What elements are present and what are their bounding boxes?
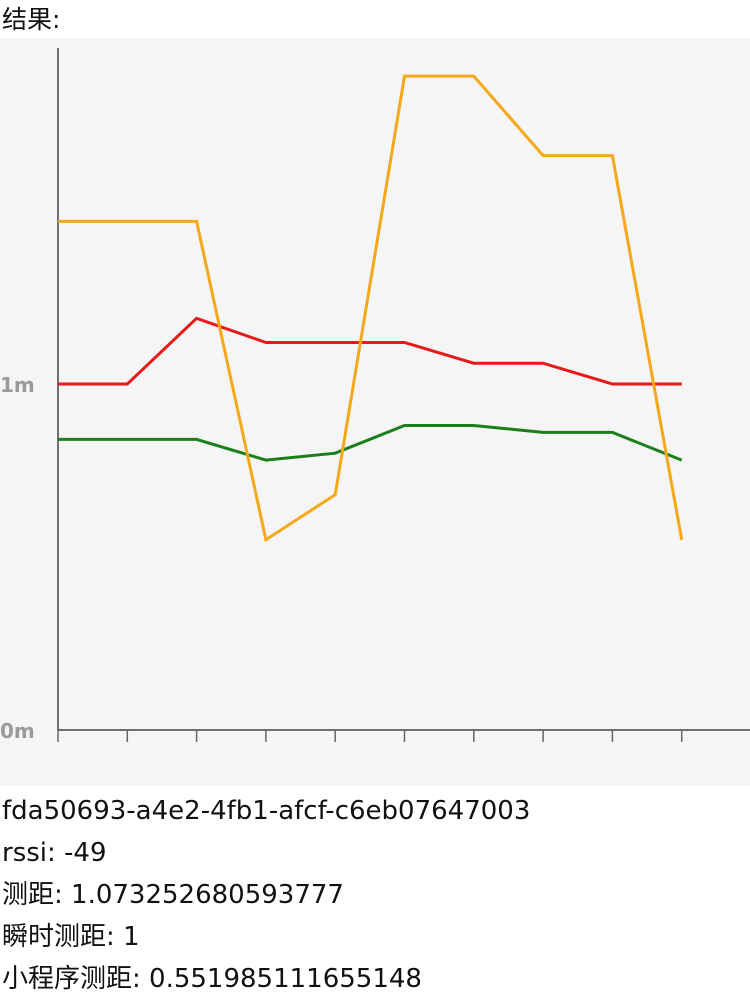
distance-chart: 0m 1m: [0, 38, 750, 786]
rssi-value: rssi: -49: [2, 838, 107, 868]
miniprogram-distance-value: 小程序测距: 0.551985111655148: [2, 964, 422, 994]
beacon-uuid: fda50693-a4e2-4fb1-afcf-c6eb07647003: [2, 796, 531, 826]
instant-distance-value: 瞬时测距: 1: [2, 922, 140, 952]
line-chart-svg: 0m 1m: [0, 48, 750, 743]
series-line-0: [58, 316, 682, 386]
page-title: 结果:: [2, 5, 61, 34]
series-line-2: [58, 74, 684, 543]
distance-value: 测距: 1.073252680593777: [2, 880, 344, 910]
y-tick-label-0m: 0m: [0, 719, 35, 743]
y-tick-label-1m: 1m: [0, 373, 35, 397]
series-line-1: [58, 424, 683, 462]
beacon-info: fda50693-a4e2-4fb1-afcf-c6eb07647003 rss…: [0, 790, 530, 1000]
